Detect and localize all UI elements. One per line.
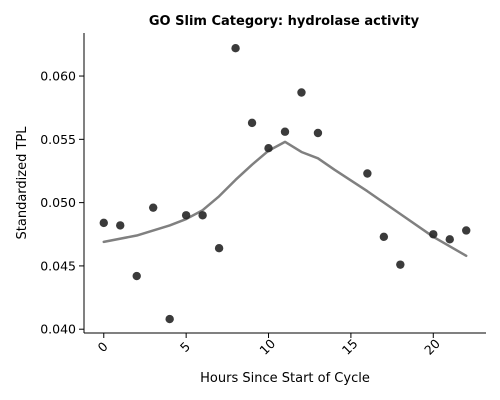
data-point bbox=[248, 119, 256, 127]
plot-area bbox=[100, 44, 471, 323]
chart-title: GO Slim Category: hydrolase activity bbox=[149, 14, 420, 29]
data-point bbox=[182, 211, 190, 219]
x-axis-ticks: 0 5 10 15 20 bbox=[94, 333, 443, 358]
x-tick-label: 0 bbox=[94, 339, 110, 355]
data-point bbox=[281, 128, 289, 136]
x-tick-label: 5 bbox=[177, 339, 193, 355]
data-point bbox=[396, 260, 404, 268]
y-tick-label: 0.045 bbox=[40, 258, 76, 273]
data-point bbox=[116, 221, 124, 229]
x-tick-label: 10 bbox=[256, 336, 278, 358]
data-point bbox=[462, 226, 470, 234]
data-point bbox=[429, 230, 437, 238]
y-tick-label: 0.040 bbox=[40, 322, 76, 337]
data-point bbox=[133, 272, 141, 280]
data-point bbox=[314, 129, 322, 137]
data-point bbox=[446, 235, 454, 243]
x-axis-label: Hours Since Start of Cycle bbox=[200, 371, 370, 386]
data-point bbox=[100, 219, 108, 227]
y-axis-ticks: 0.040 0.045 0.050 0.055 0.060 bbox=[40, 69, 84, 337]
trend-line bbox=[104, 142, 466, 256]
data-point bbox=[215, 244, 223, 252]
x-tick-label: 20 bbox=[421, 336, 443, 358]
x-tick-label: 15 bbox=[339, 336, 361, 358]
data-point bbox=[380, 233, 388, 241]
y-axis-label: Standardized TPL bbox=[15, 126, 30, 240]
y-tick-label: 0.055 bbox=[40, 132, 76, 147]
data-point bbox=[198, 211, 206, 219]
data-point bbox=[231, 44, 239, 52]
data-point bbox=[363, 169, 371, 177]
data-point bbox=[264, 144, 272, 152]
y-tick-label: 0.050 bbox=[40, 195, 76, 210]
data-point bbox=[149, 203, 157, 211]
data-point bbox=[165, 315, 173, 323]
y-tick-label: 0.060 bbox=[40, 69, 76, 84]
data-point bbox=[297, 88, 305, 96]
